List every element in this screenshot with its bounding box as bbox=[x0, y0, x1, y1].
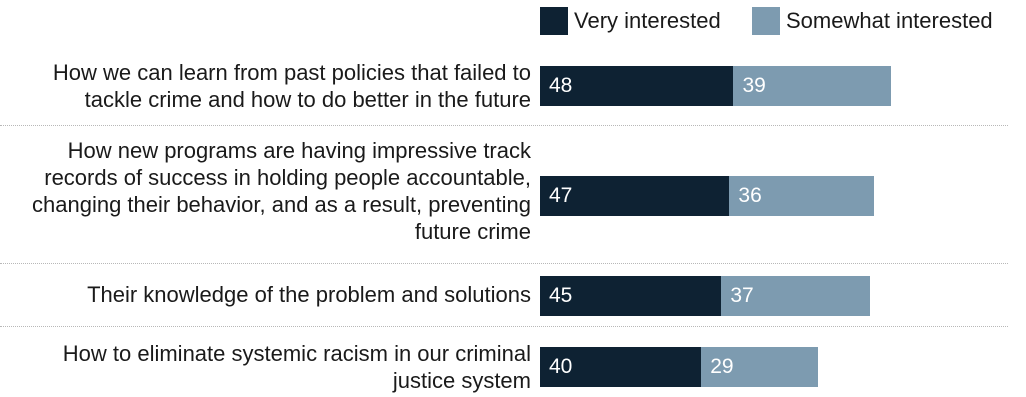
bar-very-interested bbox=[540, 176, 730, 216]
bar-very-interested bbox=[540, 347, 702, 387]
data-label-very-interested: 45 bbox=[549, 284, 573, 307]
data-label-somewhat-interested: 37 bbox=[730, 284, 754, 307]
legend-second: Somewhat interested bbox=[752, 6, 993, 36]
data-label-somewhat-interested: 36 bbox=[738, 184, 762, 207]
legend-label-somewhat-interested: Somewhat interested bbox=[786, 8, 993, 33]
legend-swatch-somewhat-interested bbox=[752, 7, 780, 35]
row-divider bbox=[0, 263, 1008, 264]
data-label-very-interested: 40 bbox=[549, 355, 573, 378]
bar-very-interested bbox=[540, 276, 722, 316]
category-label: How to eliminate systemic racism in our … bbox=[62, 341, 531, 393]
data-label-very-interested: 48 bbox=[549, 74, 573, 97]
row-divider bbox=[0, 125, 1008, 126]
row-divider bbox=[0, 326, 1008, 327]
legend-label-very-interested: Very interested bbox=[574, 8, 721, 33]
category-label: Their knowledge of the problem and solut… bbox=[87, 282, 531, 307]
category-label: How we can learn from past policies that… bbox=[52, 60, 531, 112]
bar-somewhat-interested bbox=[721, 276, 871, 316]
legend: Very interested bbox=[540, 6, 721, 36]
category-label: How new programs are having impressive t… bbox=[32, 138, 531, 244]
data-label-somewhat-interested: 39 bbox=[742, 74, 766, 97]
legend-swatch-very-interested bbox=[540, 7, 568, 35]
data-label-very-interested: 47 bbox=[549, 184, 573, 207]
data-label-somewhat-interested: 29 bbox=[710, 355, 734, 378]
bar-somewhat-interested bbox=[701, 347, 819, 387]
bar-somewhat-interested bbox=[729, 176, 875, 216]
bar-very-interested bbox=[540, 66, 734, 106]
bar-somewhat-interested bbox=[733, 66, 891, 106]
